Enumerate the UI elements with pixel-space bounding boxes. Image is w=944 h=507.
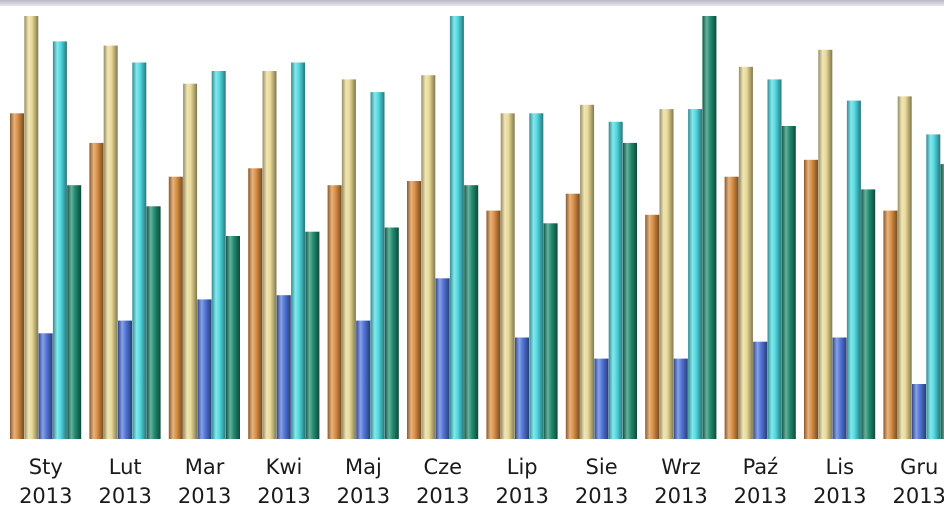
bar-Gru-series-1	[883, 210, 898, 439]
bar-Cze-series-3	[435, 278, 450, 439]
bar-Cze-series-2	[421, 75, 436, 439]
x-tick-label-month: Lut	[109, 455, 142, 479]
bar-Lip-series-4	[529, 113, 544, 440]
x-tick-label-month: Wrz	[661, 455, 700, 479]
bar-Lut-series-5	[146, 206, 161, 439]
x-tick-label-year: 2013	[98, 484, 151, 507]
bar-Sie-series-5	[623, 142, 637, 439]
bar-Lis-series-3	[832, 337, 847, 439]
bar-Wrz-series-2	[659, 109, 674, 439]
bar-Wrz-series-1	[645, 214, 660, 439]
bar-Mar-series-1	[168, 176, 183, 439]
bar-Lut-series-2	[103, 45, 118, 439]
bar-Maj-series-3	[356, 320, 371, 439]
x-tick-label-month: Cze	[423, 455, 462, 479]
bar-Mar-series-5	[226, 236, 240, 439]
bar-Wrz-series-4	[688, 109, 703, 439]
bar-Lis-series-5	[861, 189, 876, 439]
bar-Sty-series-2	[24, 16, 39, 439]
bar-Mar-series-2	[183, 83, 198, 439]
bar-Kwi-series-5	[305, 231, 320, 439]
bar-Lip-series-5	[543, 223, 558, 439]
bar-Kwi-series-2	[262, 71, 277, 439]
bar-Lis-series-2	[818, 49, 833, 440]
bar-Lip-series-2	[500, 113, 515, 440]
bar-Kwi-series-4	[291, 62, 306, 439]
x-tick-label-year: 2013	[19, 484, 72, 507]
x-tick-label-year: 2013	[337, 484, 390, 507]
bar-Kwi-series-1	[248, 168, 263, 440]
bar-Sie-series-2	[580, 104, 595, 440]
bar-Lip-series-1	[486, 210, 501, 439]
x-tick-label-month: Kwi	[266, 455, 303, 479]
top-border	[0, 0, 944, 6]
bar-Paź-series-5	[781, 126, 796, 439]
x-tick-label-year: 2013	[178, 484, 231, 507]
bar-Wrz-series-3	[673, 358, 688, 439]
bar-Lut-series-3	[118, 320, 132, 439]
bar-Sty-series-5	[67, 185, 82, 439]
x-tick-label-month: Sie	[586, 455, 618, 479]
bar-Lip-series-3	[515, 337, 529, 439]
bar-Wrz-series-5	[702, 16, 717, 439]
bar-Paź-series-2	[738, 66, 753, 440]
bar-Cze-series-1	[407, 181, 421, 439]
bar-Maj-series-2	[341, 79, 356, 440]
bar-Gru-series-3	[912, 384, 926, 439]
bar-Sty-series-4	[52, 41, 67, 440]
x-tick-label-month: Lis	[826, 455, 854, 479]
bar-Mar-series-4	[211, 71, 226, 439]
bar-Mar-series-3	[197, 299, 212, 439]
x-tick-label-month: Lip	[507, 455, 538, 479]
bar-Maj-series-4	[370, 92, 385, 439]
x-tick-label-month: Mar	[185, 455, 225, 479]
bar-Paź-series-3	[753, 341, 768, 439]
bar-Lut-series-4	[132, 62, 147, 439]
x-tick-label-month: Maj	[345, 455, 382, 479]
bar-Lis-series-1	[804, 159, 818, 440]
x-tick-label-month: Gru	[900, 455, 938, 479]
x-tick-label-month: Sty	[29, 455, 63, 479]
x-tick-label-month: Paź	[743, 455, 779, 479]
x-tick-label-year: 2013	[416, 484, 469, 507]
x-tick-label-year: 2013	[734, 484, 787, 507]
bar-Paź-series-4	[767, 79, 782, 440]
bar-Maj-series-1	[327, 185, 342, 439]
bar-Sty-series-1	[10, 113, 24, 440]
bar-Gru-series-5	[940, 164, 944, 439]
bar-Sie-series-4	[608, 121, 623, 440]
bar-Cze-series-4	[449, 16, 464, 439]
x-tick-label-year: 2013	[813, 484, 866, 507]
bar-Sie-series-1	[565, 193, 580, 439]
bar-Paź-series-1	[724, 176, 739, 439]
bar-Lut-series-1	[89, 142, 104, 439]
x-tick-label-year: 2013	[495, 484, 548, 507]
x-tick-label-year: 2013	[575, 484, 628, 507]
bar-Sty-series-3	[38, 333, 53, 440]
x-tick-label-year: 2013	[654, 484, 707, 507]
bar-Maj-series-5	[384, 227, 399, 439]
bar-Cze-series-5	[464, 185, 479, 439]
bar-Gru-series-4	[926, 134, 941, 439]
x-tick-label-year: 2013	[892, 484, 944, 507]
bar-Sie-series-3	[594, 358, 609, 439]
x-tick-label-year: 2013	[257, 484, 310, 507]
bar-Kwi-series-3	[276, 295, 291, 439]
bar-Lis-series-4	[846, 100, 861, 439]
bar-Gru-series-2	[897, 96, 912, 440]
